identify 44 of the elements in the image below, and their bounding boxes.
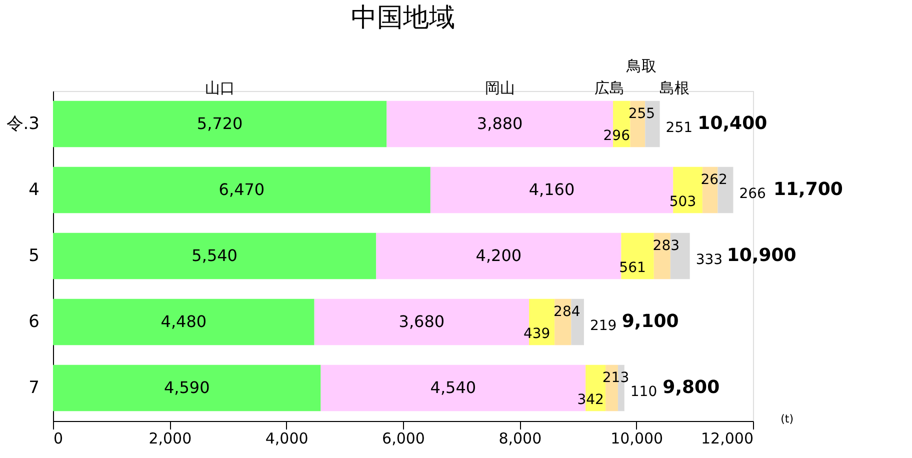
data-label: 3,880 (476, 114, 523, 133)
annotation: 10,400 (698, 113, 768, 134)
annotation: 9,800 (662, 377, 720, 398)
y-tick-label: 5 (28, 246, 40, 266)
x-tick-label: 0 (54, 430, 64, 448)
data-label: 4,480 (160, 312, 207, 331)
y-tick-label: 6 (28, 312, 40, 332)
x-tick-label: 8,000 (498, 430, 542, 448)
data-label: 5,720 (196, 114, 243, 133)
data-label: 283 (652, 238, 680, 254)
data-label: 4,160 (528, 180, 575, 199)
x-tick-label: 10,000 (610, 430, 664, 448)
data-label: 333 (696, 252, 723, 268)
series-label: 山口 (204, 79, 235, 97)
chart-title: 中国地域 (351, 3, 455, 33)
x-tick-label: 2,000 (148, 430, 192, 448)
data-label: 262 (700, 172, 728, 188)
annotation: 9,100 (622, 311, 679, 332)
x-axis-title: (t) (780, 412, 794, 426)
y-tick-label: 7 (28, 378, 40, 398)
x-tick-label: 12,000 (701, 430, 754, 448)
data-label: 4,590 (164, 378, 210, 397)
annotation: 11,700 (774, 179, 843, 200)
data-label: 5,540 (192, 246, 238, 265)
data-label: 4,200 (476, 246, 522, 265)
data-label: 4,540 (430, 378, 476, 397)
data-label: 219 (590, 318, 617, 334)
y-tick-label: 4 (28, 180, 40, 200)
series-label: 広島 (594, 79, 625, 97)
x-tick-label: 6,000 (382, 430, 425, 448)
x-tick-label: 4,000 (265, 430, 308, 448)
data-label: 266 (739, 186, 766, 202)
data-label: 251 (666, 120, 693, 136)
series-label: 島根 (659, 79, 690, 97)
data-label: 255 (628, 106, 656, 122)
y-tick-label: 令.3 (6, 114, 40, 134)
series-label: 岡山 (484, 79, 515, 97)
data-label: 284 (554, 304, 580, 320)
data-label: 3,680 (398, 312, 445, 331)
data-label: 213 (602, 370, 630, 386)
annotation: 10,900 (726, 245, 796, 266)
series-label: 鳥取 (626, 57, 657, 75)
data-label: 6,470 (218, 180, 265, 199)
data-label: 110 (630, 384, 658, 400)
